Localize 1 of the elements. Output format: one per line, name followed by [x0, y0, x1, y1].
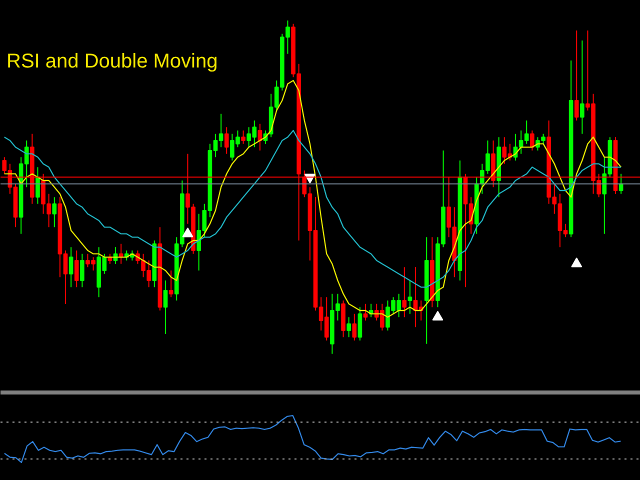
text: RSI and Double Moving	[6, 50, 218, 72]
